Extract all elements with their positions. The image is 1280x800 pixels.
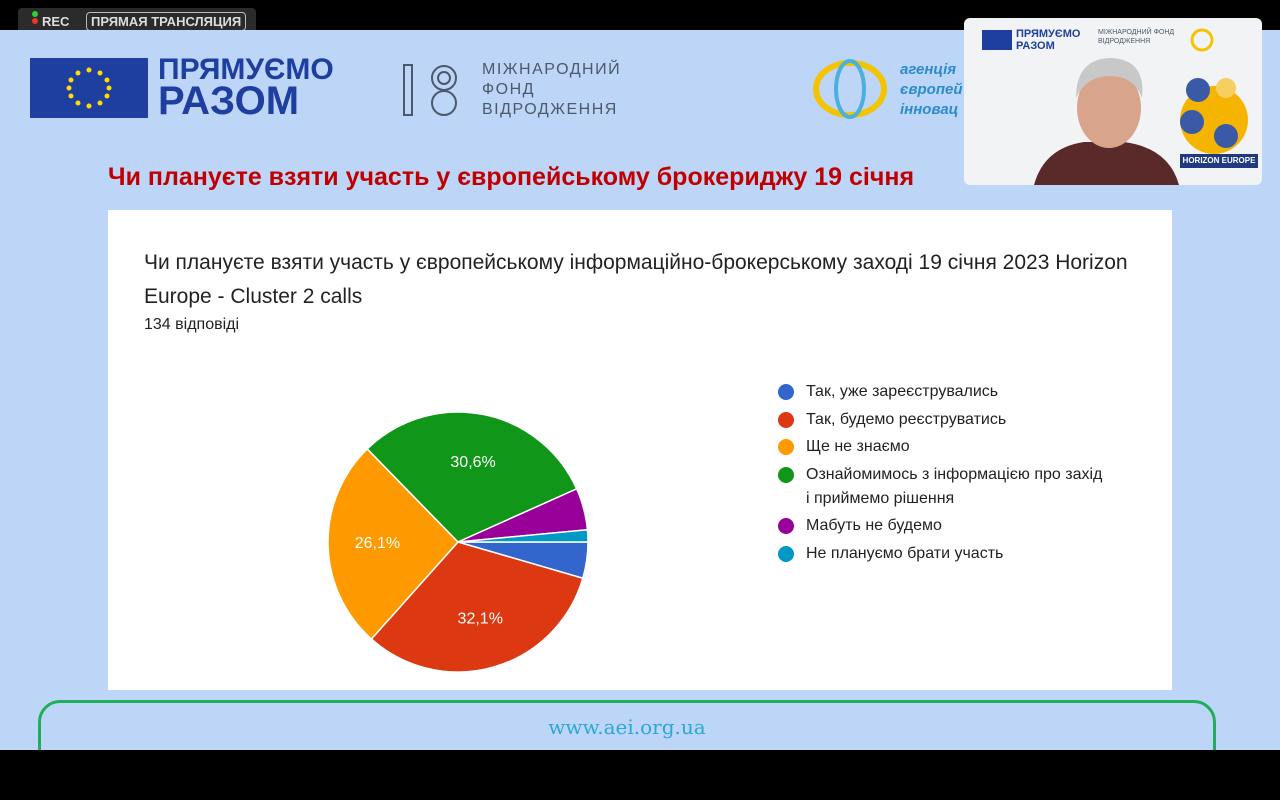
legend-swatch — [778, 411, 794, 428]
video-scene — [1034, 28, 1248, 185]
legend-label: Не плануємо брати участь — [806, 544, 1004, 562]
pie-slice — [370, 541, 584, 673]
rec-label: REC — [42, 14, 70, 29]
logo-text: МІЖНАРОДНИЙ ФОНД ВІДРОДЖЕННЯ — [482, 61, 622, 118]
video-badge: HORIZON EUROPE — [1180, 154, 1258, 168]
pie-chart: 32,1% 26,1% 30,6% — [327, 411, 589, 673]
legend-label: Ознайомимось з інформацією про захід і п… — [806, 465, 1103, 507]
slide: ПРЯМУЄМО РАЗОМ МІЖНАРОДНИЙ ФОНД ВІДРОДЖЕ… — [0, 30, 1280, 750]
video-logo: ПРЯМУЄМО РАЗОМ — [1016, 28, 1081, 52]
logo-line: інновац — [900, 101, 959, 118]
footer-url: www.aei.org.ua — [548, 715, 706, 739]
status-dot — [32, 11, 38, 17]
logo-line: європей — [900, 81, 963, 98]
legend-swatch — [778, 466, 794, 483]
recording-badge: REC ПРЯМАЯ ТРАНСЛЯЦИЯ — [18, 8, 256, 34]
logo-line: агенція — [900, 61, 957, 78]
aei-logo — [813, 59, 887, 119]
slice-label: 30,6% — [450, 454, 495, 471]
legend-entry: Ознайомимось з інформацією про захід і п… — [778, 463, 1106, 511]
legend-swatch — [778, 384, 794, 400]
eu-flag — [30, 58, 148, 118]
legend-entry: Не плануємо брати участь — [778, 542, 1106, 566]
pie-slice — [457, 528, 589, 543]
legend-label: Так, будемо реєструватись — [806, 410, 1007, 428]
legend-entry: Так, будемо реєструватись — [778, 408, 1106, 432]
slice-label: 32,1% — [458, 611, 503, 628]
chart-title: Чи плануєте взяти участь у європейському… — [144, 251, 1128, 308]
logo-text: агенція європей інновац — [900, 60, 963, 120]
irf-logo — [403, 64, 457, 116]
legend-label: Ще не знаємо — [806, 438, 910, 455]
chart-card: Чи плануєте взяти участь у європейському… — [108, 210, 1172, 690]
rec-dot — [32, 18, 38, 24]
legend-entry: Мабуть не будемо — [778, 514, 1106, 538]
pie-slice — [366, 411, 578, 543]
logo-text: ПРЯМУЄМО — [158, 53, 334, 86]
legend-swatch — [778, 439, 794, 455]
slice-label: 26,1% — [355, 535, 400, 552]
video-logo: МІЖНАРОДНИЙ ФОНД ВІДРОДЖЕННЯ — [1098, 29, 1175, 45]
footer-box: www.aei.org.ua — [38, 700, 1216, 750]
pie-slice — [327, 447, 460, 641]
eu-stars — [66, 67, 112, 109]
legend-label: Так, уже зареєструвались — [806, 383, 999, 400]
video-tile: ПРЯМУЄМО РАЗОМ МІЖНАРОДНИЙ ФОНД ВІДРОДЖЕ… — [964, 18, 1262, 185]
legend-entry: Так, уже зареєструвались — [778, 380, 1106, 404]
logo-text: РАЗОМ — [158, 79, 300, 123]
chart-subtitle: 134 відповіді — [144, 316, 240, 333]
legend-entry: Ще не знаємо — [778, 435, 1106, 459]
eu-flag-small — [982, 30, 1012, 50]
slide-title: Чи плануєте взяти участь у європейському… — [108, 163, 915, 191]
live-label: ПРЯМАЯ ТРАНСЛЯЦИЯ — [86, 12, 247, 31]
legend-swatch — [778, 518, 794, 534]
legend-label: Мабуть не будемо — [806, 517, 942, 534]
legend-swatch — [778, 545, 794, 562]
